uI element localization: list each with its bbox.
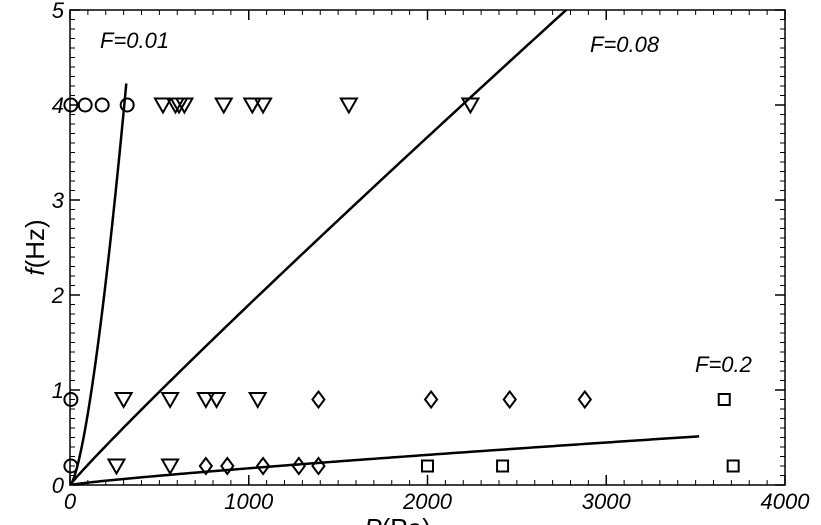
data-point-square xyxy=(726,459,740,473)
data-point-circle xyxy=(63,392,79,407)
y-axis-label-symbol: f xyxy=(20,266,50,276)
data-point-circle xyxy=(63,97,79,113)
x-tick-label: 3000 xyxy=(582,489,632,514)
x-tick-label: 1000 xyxy=(224,489,274,514)
data-point-circle xyxy=(63,458,79,474)
data-point-triangle xyxy=(106,458,127,476)
y-tick-label: 4 xyxy=(52,93,64,118)
data-point-diamond xyxy=(198,456,214,476)
data-point-triangle xyxy=(242,97,263,115)
data-point-triangle xyxy=(214,97,234,115)
y-axis-label: f(Hz) xyxy=(20,219,50,275)
data-point-circle xyxy=(94,97,110,113)
y-tick-label: 5 xyxy=(52,0,65,23)
data-point-diamond xyxy=(311,456,326,476)
curve-line xyxy=(70,83,128,485)
data-point-diamond xyxy=(423,389,439,410)
data-point-diamond xyxy=(255,456,271,476)
curve-label: F=0.08 xyxy=(590,32,660,57)
data-point-diamond xyxy=(220,456,235,476)
data-point-diamond xyxy=(311,389,326,410)
y-tick-label: 3 xyxy=(52,188,65,213)
data-point-triangle xyxy=(460,97,481,115)
y-tick-label: 1 xyxy=(52,378,64,403)
y-tick-label: 2 xyxy=(51,283,64,308)
x-tick-label: 0 xyxy=(64,489,77,514)
markers xyxy=(63,97,740,476)
x-tick-label: 4000 xyxy=(761,489,811,514)
data-point-triangle xyxy=(206,392,227,410)
y-axis-label-unit: (Hz) xyxy=(20,219,50,268)
data-point-triangle xyxy=(196,392,216,410)
data-point-circle xyxy=(119,97,135,113)
data-point-square xyxy=(496,459,510,473)
data-point-diamond xyxy=(577,389,593,410)
curve-label: F=0.01 xyxy=(100,28,169,53)
data-point-triangle xyxy=(339,97,359,115)
x-axis-label: P(Pa) xyxy=(364,513,430,525)
data-point-square xyxy=(421,459,434,473)
data-point-triangle xyxy=(247,392,268,410)
plot-frame xyxy=(69,9,786,486)
y-tick-label: 0 xyxy=(52,473,65,498)
data-point-triangle xyxy=(153,97,173,115)
x-axis-label-symbol: P xyxy=(364,513,382,525)
data-point-square xyxy=(717,393,731,406)
axis-labels: P(Pa) f(Hz) xyxy=(20,219,431,525)
data-point-circle xyxy=(77,97,93,113)
curves xyxy=(70,10,700,485)
data-point-triangle xyxy=(160,458,180,476)
curve-line xyxy=(70,435,700,485)
axis-tick-labels: 0 1000 2000 3000 4000 0 1 2 3 4 5 xyxy=(51,0,810,514)
plot-area xyxy=(69,9,786,486)
curve-label: F=0.2 xyxy=(695,352,752,377)
data-point-triangle xyxy=(174,97,195,115)
x-tick-label: 2000 xyxy=(402,489,453,514)
curve-line xyxy=(70,10,568,485)
x-axis-label-unit: (Pa) xyxy=(382,513,431,525)
data-point-triangle xyxy=(113,392,134,410)
axis-ticks xyxy=(69,9,786,486)
data-point-triangle xyxy=(253,97,273,115)
curve-labels: F=0.01 F=0.08 F=0.2 xyxy=(100,28,752,377)
data-point-diamond xyxy=(291,456,307,476)
data-point-diamond xyxy=(502,389,517,410)
data-point-triangle xyxy=(160,392,180,410)
